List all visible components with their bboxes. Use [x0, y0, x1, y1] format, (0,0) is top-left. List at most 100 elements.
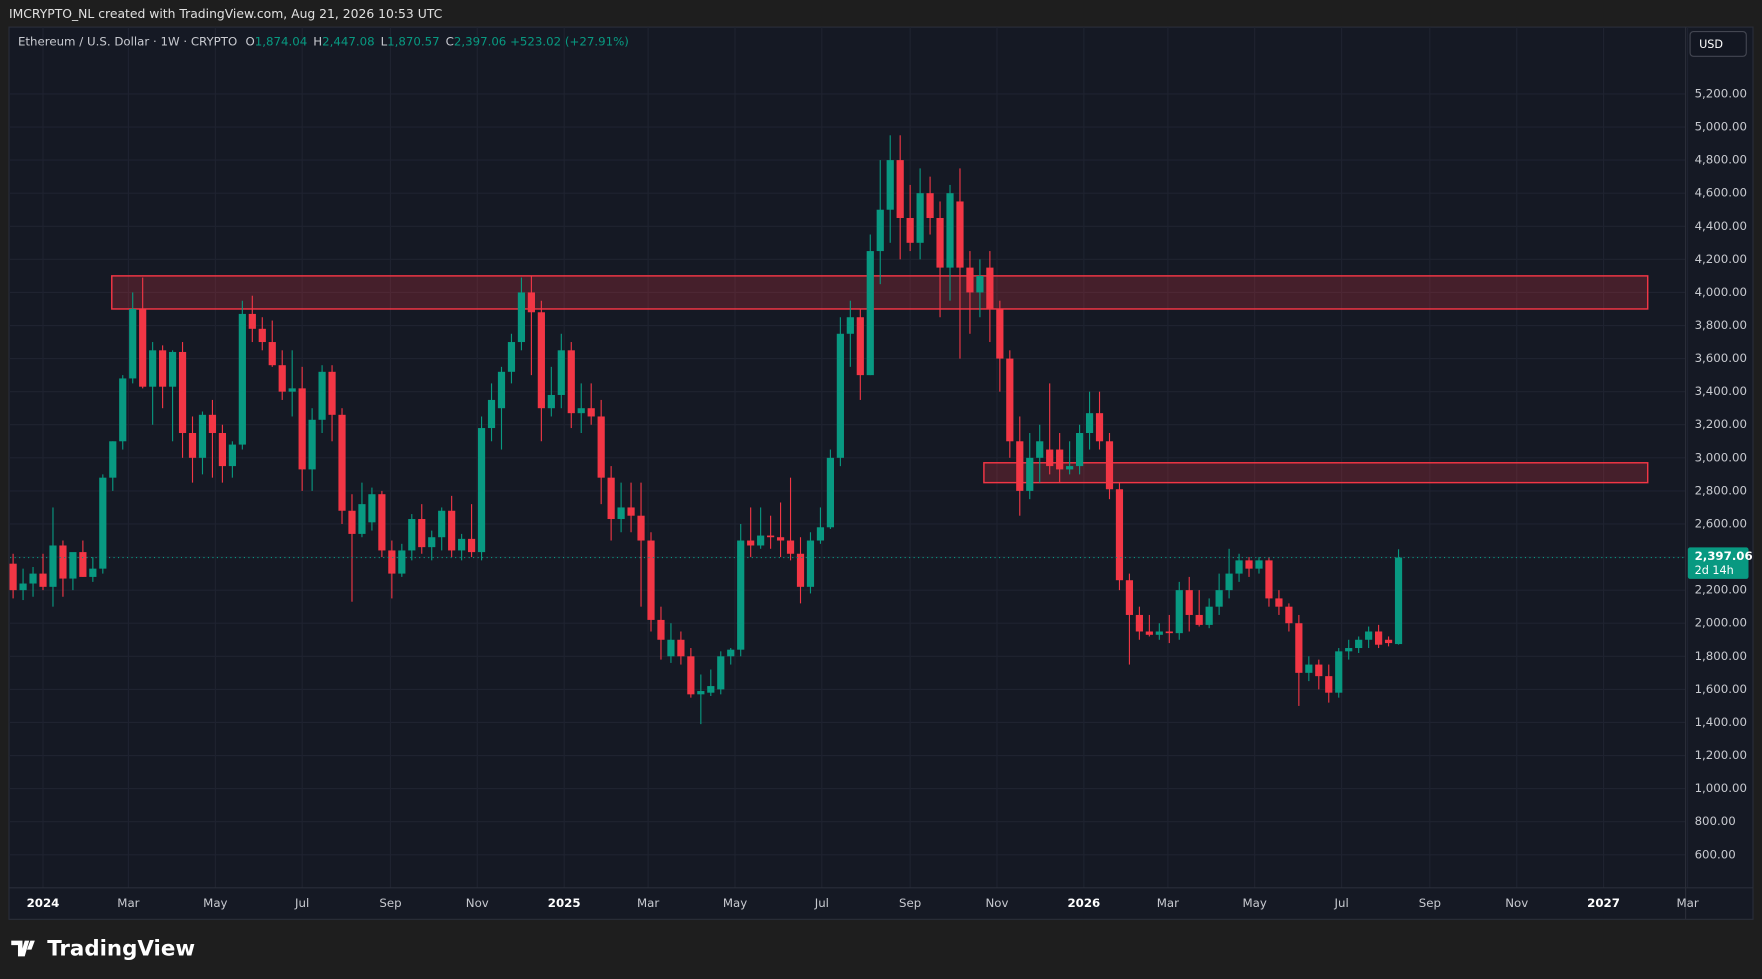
- candle-body: [657, 619, 665, 640]
- candle-body: [208, 414, 217, 434]
- candle-body: [607, 477, 615, 520]
- candle-body: [1295, 623, 1303, 673]
- candle-body: [1165, 631, 1173, 634]
- x-tick-label: Nov: [1505, 896, 1528, 910]
- candle-body: [916, 193, 924, 243]
- grid: [8, 27, 1689, 888]
- candle-body: [1026, 457, 1034, 491]
- candle-body: [926, 193, 934, 218]
- candle-body: [1365, 631, 1373, 640]
- candle-body: [956, 201, 964, 268]
- y-tick-label: 600.00: [1695, 847, 1736, 861]
- candle-body: [846, 317, 854, 334]
- candle-body: [1175, 590, 1183, 634]
- x-tick-label: 2025: [548, 896, 581, 910]
- candle-body: [228, 444, 236, 467]
- y-tick-label: 1,200.00: [1695, 748, 1747, 762]
- y-tick-label: 5,200.00: [1695, 86, 1747, 100]
- ohlc-key: O: [246, 34, 255, 48]
- candle-body: [1235, 560, 1243, 574]
- ohlc-key: H: [313, 34, 322, 48]
- candle-body: [1145, 631, 1153, 635]
- candle-body: [9, 563, 17, 591]
- candle-body: [976, 275, 984, 293]
- last-price-label: 2,397.06: [1695, 549, 1753, 563]
- y-tick-label: 4,400.00: [1695, 219, 1747, 233]
- candle-body: [1095, 413, 1104, 442]
- candle-body: [1105, 441, 1114, 490]
- candle-body: [418, 519, 426, 548]
- candle-body: [428, 537, 436, 548]
- currency-button[interactable]: [1689, 31, 1747, 57]
- y-tick-label: 3,400.00: [1695, 384, 1747, 398]
- legend: Ethereum / U.S. Dollar · 1W · CRYPTO O 1,…: [18, 34, 629, 48]
- last-price-box: [1687, 547, 1749, 579]
- ohlc-key: C: [446, 34, 454, 48]
- candle-body: [1335, 651, 1343, 693]
- candle-body: [747, 540, 755, 546]
- y-tick-label: 2,600.00: [1695, 516, 1747, 530]
- y-tick-label: 3,800.00: [1695, 318, 1747, 332]
- candle-body: [487, 399, 496, 429]
- candle-body: [996, 308, 1004, 359]
- symbol-title: Ethereum / U.S. Dollar · 1W · CRYPTO: [18, 34, 237, 48]
- ohlc-value: 1,870.57: [387, 34, 439, 48]
- candle-body: [906, 217, 914, 243]
- candle-body: [946, 193, 954, 268]
- candle-body: [537, 312, 545, 409]
- chart-panel: [8, 26, 1754, 920]
- y-tick-label: 1,000.00: [1695, 781, 1747, 795]
- candle-body: [298, 388, 306, 470]
- candle-body: [59, 545, 67, 579]
- candle-body: [1255, 560, 1263, 569]
- x-tick-label: 2026: [1067, 896, 1100, 910]
- candle-body: [49, 545, 57, 587]
- ohlc-value: 2,397.06: [454, 34, 506, 48]
- candle-body: [1075, 433, 1084, 467]
- candle-body: [647, 540, 655, 620]
- candle-body: [458, 538, 466, 551]
- candle-body: [597, 416, 605, 478]
- candle-body: [168, 351, 177, 387]
- candle-body: [328, 371, 336, 415]
- candle-body: [517, 292, 526, 343]
- y-tick-label: 2,200.00: [1695, 583, 1747, 597]
- candle-body: [149, 350, 157, 387]
- candle-body: [497, 371, 506, 409]
- candle-body: [238, 313, 246, 445]
- candle-body: [567, 350, 575, 414]
- candle-body: [1355, 639, 1363, 649]
- candle-body: [876, 209, 884, 252]
- currency-label[interactable]: USD: [1699, 38, 1723, 51]
- candle-body: [1205, 606, 1213, 625]
- candle-body: [1265, 560, 1273, 599]
- candle-body: [627, 507, 635, 516]
- candle-body: [786, 540, 795, 554]
- candle-body: [1006, 358, 1014, 442]
- candle-body: [637, 515, 645, 541]
- candle-body: [557, 350, 565, 395]
- candle-body: [1036, 441, 1044, 458]
- logo-icon: [11, 940, 35, 957]
- candle-body: [1016, 441, 1024, 491]
- x-tick-label: Sep: [899, 896, 921, 910]
- x-tick-label: Mar: [1676, 896, 1698, 910]
- candle-body: [89, 568, 97, 577]
- candle-body: [139, 308, 147, 387]
- x-tick-label: May: [723, 896, 747, 910]
- candle-body: [1275, 598, 1283, 607]
- candle-body: [129, 308, 137, 379]
- candle-body: [1384, 639, 1393, 644]
- candle-body: [1225, 573, 1233, 591]
- x-tick-label: Jul: [1334, 896, 1349, 910]
- y-tick-label: 4,000.00: [1695, 285, 1747, 299]
- candle-body: [178, 351, 187, 434]
- candle-body: [398, 550, 406, 574]
- candle-body: [717, 656, 725, 690]
- candle-body: [1135, 614, 1143, 632]
- countdown-label: 2d 14h: [1695, 564, 1734, 577]
- candle-body: [986, 267, 994, 309]
- candle-body: [707, 686, 715, 693]
- y-tick-label: 4,600.00: [1695, 186, 1747, 200]
